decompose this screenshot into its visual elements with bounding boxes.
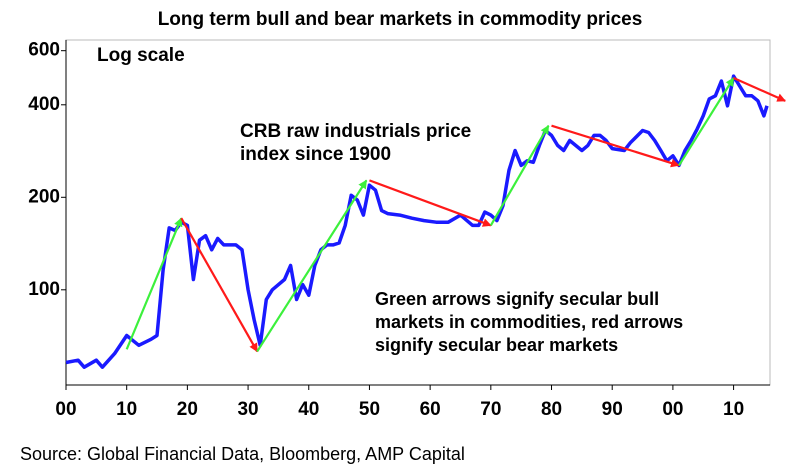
x-tick-label: 90: [602, 399, 623, 420]
x-tick-label: 20: [177, 399, 198, 420]
chart-title: Long term bull and bear markets in commo…: [158, 9, 643, 30]
x-tick-label: 10: [116, 399, 137, 420]
x-tick-label: 00: [662, 399, 683, 420]
price-line: [65, 74, 769, 369]
trend-arrow: [551, 124, 680, 168]
y-tick-label: 600: [28, 40, 60, 61]
trend-arrow: [489, 124, 550, 226]
trend-arrow: [733, 76, 786, 102]
trend-arrow: [678, 77, 735, 166]
x-tick-label: 00: [55, 399, 76, 420]
x-tick-label: 60: [420, 399, 441, 420]
y-tick-label: 200: [28, 186, 60, 207]
x-tick-label: 70: [480, 399, 501, 420]
plot-area: [65, 39, 771, 386]
trend-arrow: [180, 217, 259, 353]
x-tick-label: 50: [359, 399, 380, 420]
trend-arrow: [125, 217, 183, 350]
arrow-note: signify secular bear markets: [375, 335, 618, 355]
arrow-note: markets in commodities, red arrows: [375, 312, 683, 332]
series-note: index since 1900: [240, 144, 391, 165]
y-tick-label: 400: [28, 94, 60, 115]
trend-arrow: [369, 179, 492, 227]
trend-arrow: [256, 179, 368, 353]
x-tick-label: 30: [237, 399, 258, 420]
source: Source: Global Financial Data, Bloomberg…: [20, 444, 465, 464]
x-tick-label: 10: [723, 399, 744, 420]
scale-note: Log scale: [97, 45, 185, 66]
series-note: CRB raw industrials price: [240, 121, 471, 142]
x-tick-label: 40: [298, 399, 319, 420]
x-tick-label: 80: [541, 399, 562, 420]
arrow-note: Green arrows signify secular bull: [375, 289, 659, 309]
y-tick-label: 100: [28, 279, 60, 300]
